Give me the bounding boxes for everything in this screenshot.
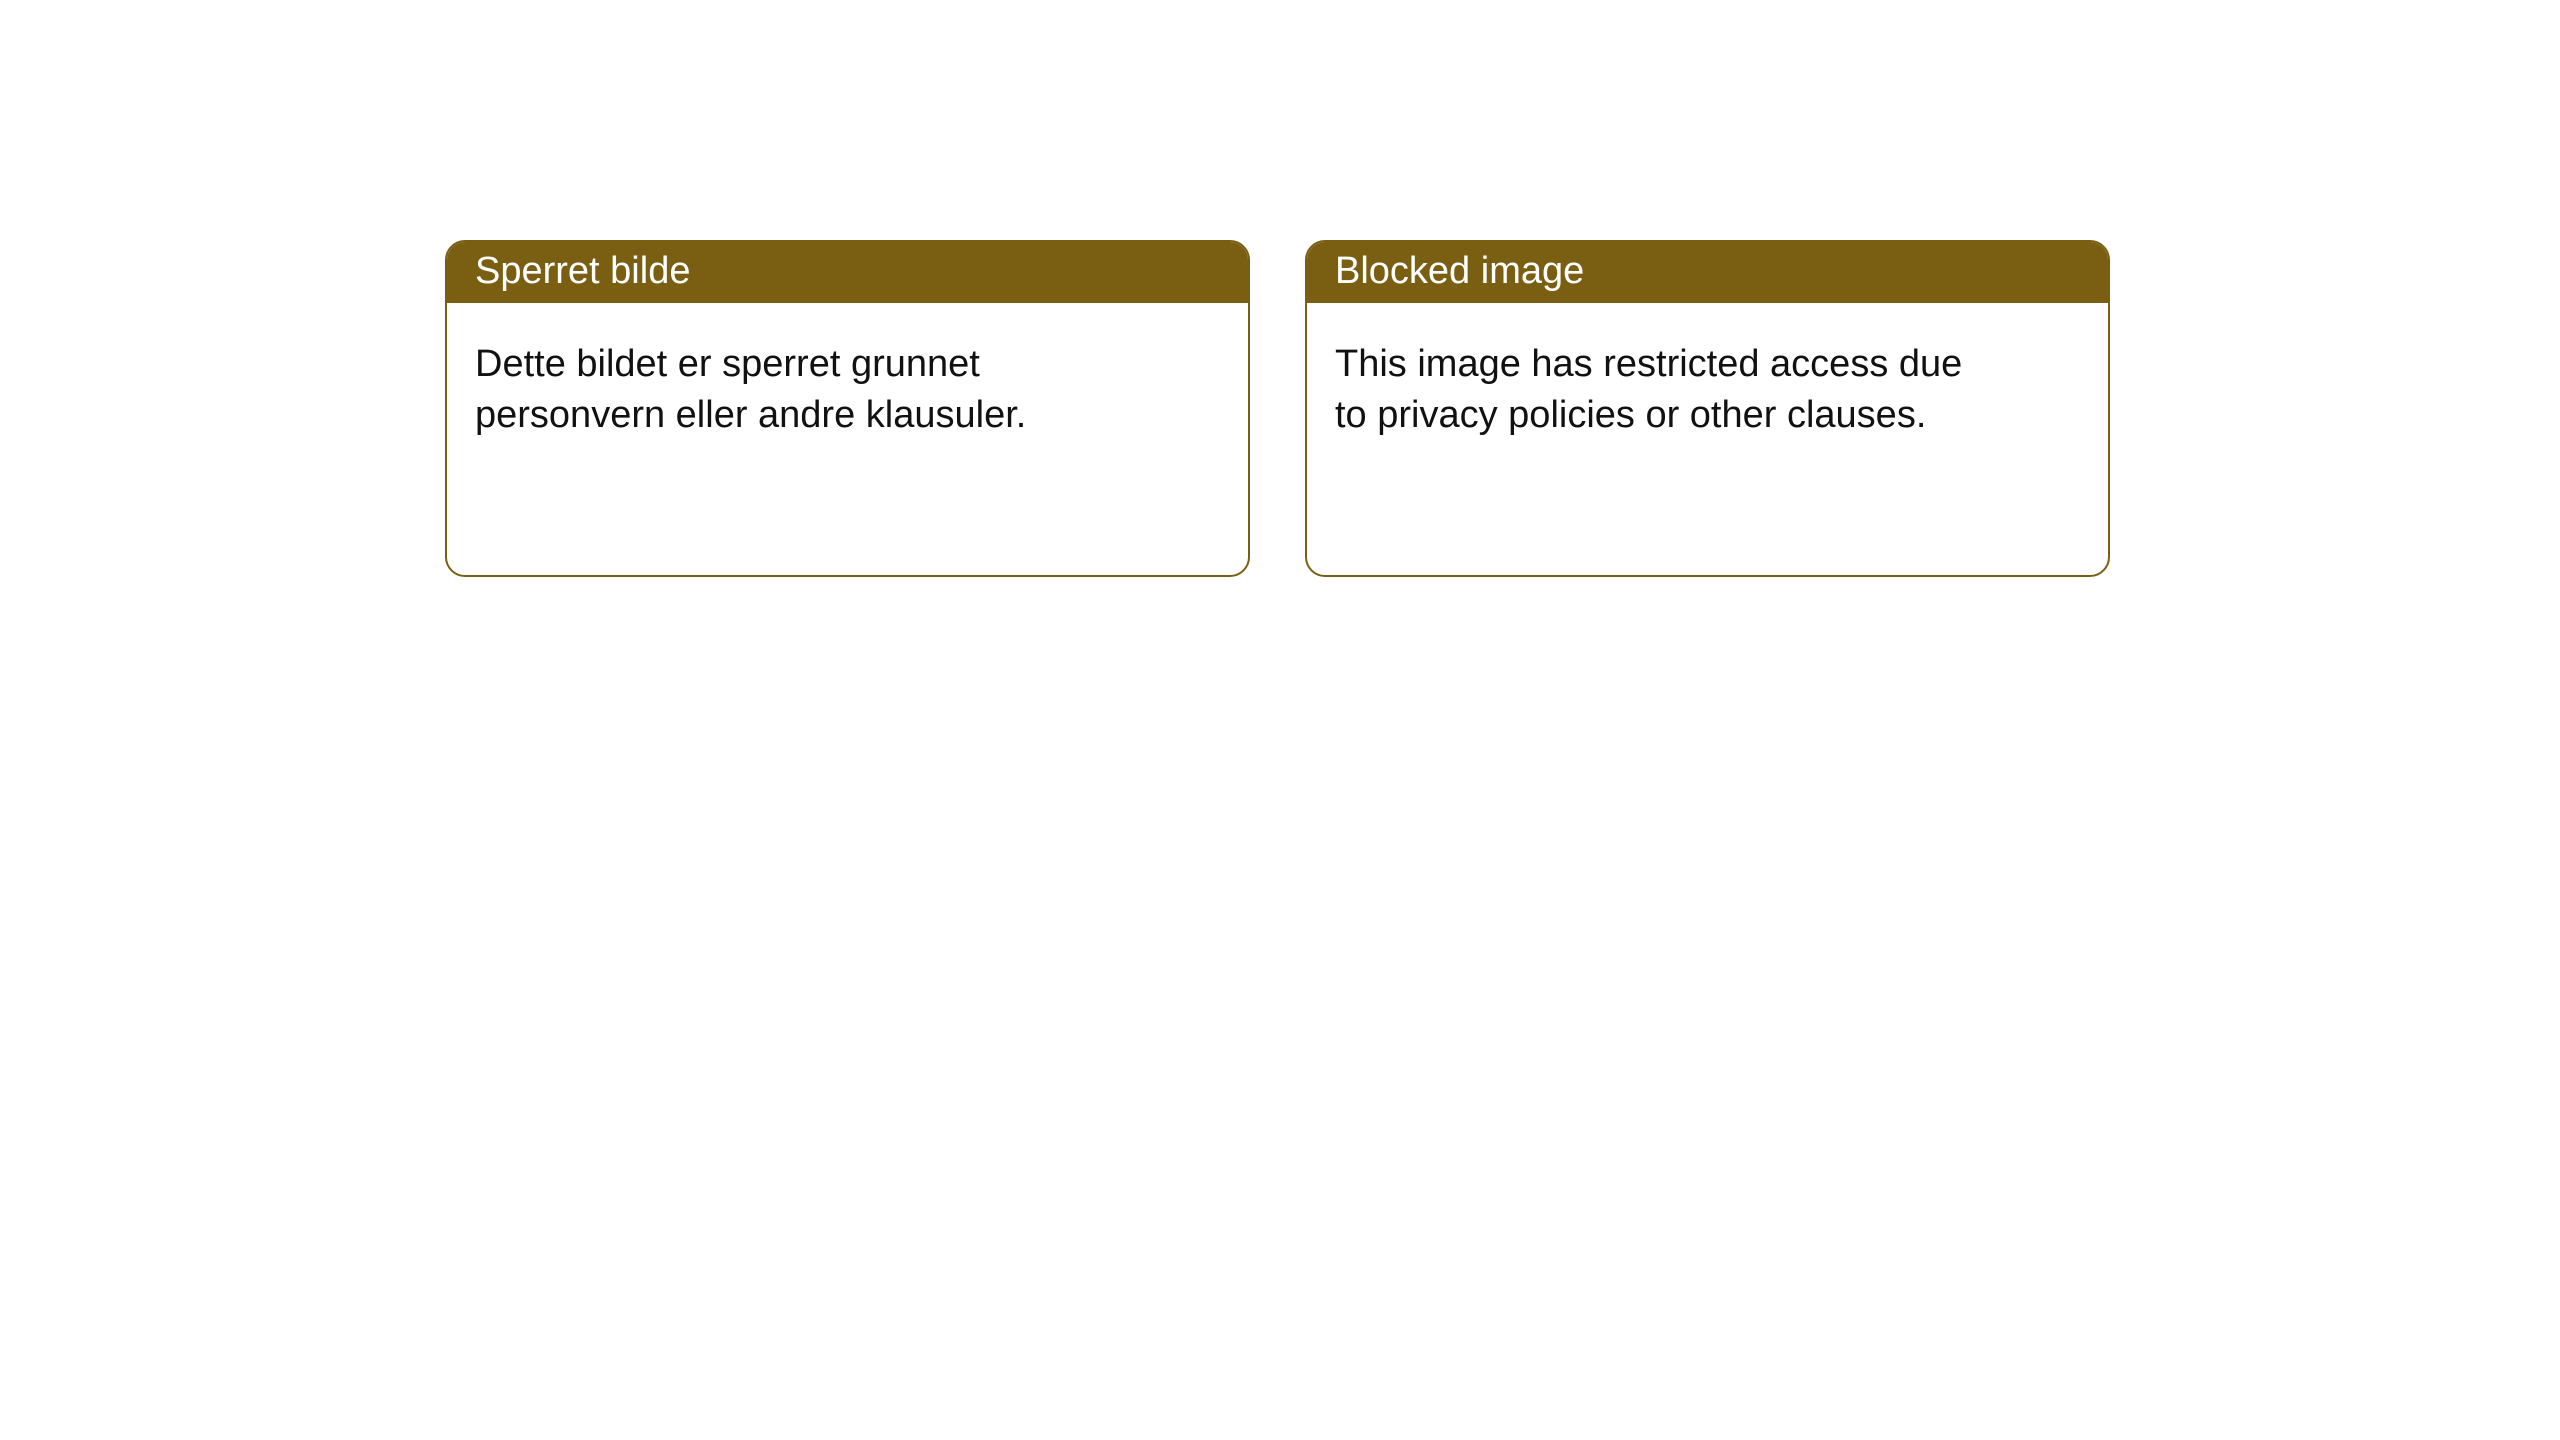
notice-card-no: Sperret bilde Dette bildet er sperret gr… — [445, 240, 1250, 577]
notice-header-en: Blocked image — [1307, 242, 2108, 303]
notice-card-en: Blocked image This image has restricted … — [1305, 240, 2110, 577]
notice-container: Sperret bilde Dette bildet er sperret gr… — [0, 0, 2560, 577]
notice-header-no: Sperret bilde — [447, 242, 1248, 303]
notice-body-no: Dette bildet er sperret grunnet personve… — [447, 303, 1167, 478]
notice-body-en: This image has restricted access due to … — [1307, 303, 2027, 478]
